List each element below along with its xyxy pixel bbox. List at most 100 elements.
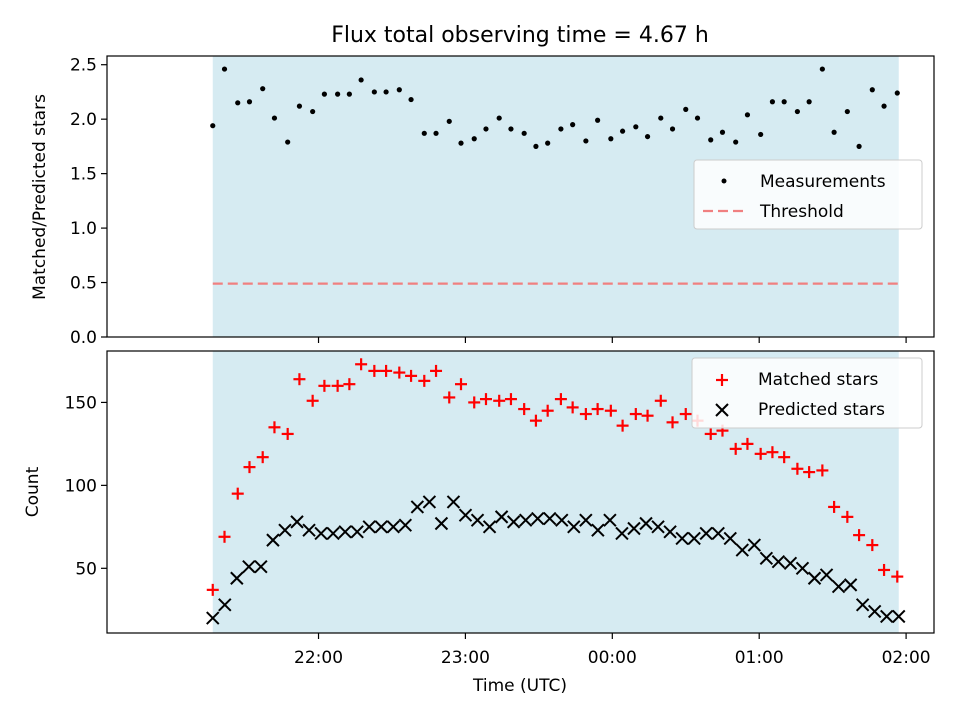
predicted-star-point — [783, 556, 798, 571]
measurement-point — [545, 140, 551, 146]
legend-predicted-marker — [715, 403, 729, 417]
ratio-y-ticks: 0.0 0.5 1.0 1.5 2.0 2.5 — [70, 56, 107, 348]
measurement-point — [421, 130, 427, 136]
measurement-point — [794, 108, 800, 115]
matched-star-point — [841, 510, 854, 523]
measurement-point — [483, 126, 489, 132]
x-tick-label: 01:00 — [735, 648, 784, 668]
ratio-y-tick-label: 0.5 — [70, 274, 97, 294]
matched-star-point — [293, 373, 306, 386]
predicted-star-point — [639, 516, 653, 531]
predicted-star-point — [302, 523, 316, 537]
predicted-star-point — [687, 531, 701, 546]
x-tick-label: 22:00 — [294, 648, 343, 668]
matched-star-point — [616, 419, 629, 432]
measurement-point — [608, 136, 614, 142]
measurement-point — [758, 131, 764, 138]
count-y-tick-label: 50 — [75, 559, 97, 579]
measurement-point — [644, 133, 651, 140]
measurement-point — [458, 140, 464, 146]
measurement-point — [733, 139, 739, 145]
measurement-point — [570, 122, 576, 128]
predicted-star-point — [867, 604, 882, 619]
predicted-star-point — [458, 508, 473, 522]
matched-star-point — [604, 404, 617, 417]
measurement-point — [521, 130, 527, 136]
count-legend-box — [691, 357, 923, 429]
figure-title: Flux total observing time = 4.67 h — [331, 23, 709, 48]
matched-star-point — [778, 451, 791, 464]
matched-star-point — [256, 451, 269, 464]
measurement-point — [296, 103, 303, 109]
count-y-tick-label: 100 — [65, 476, 97, 496]
matched-star-point — [455, 378, 468, 391]
measurement-point — [708, 137, 714, 143]
measurement-point — [894, 90, 900, 96]
predicted-star-point — [855, 598, 870, 612]
predicted-star-point — [603, 513, 617, 527]
matched-star-point — [891, 570, 904, 583]
predicted-star-point — [254, 559, 268, 574]
matched-star-point — [679, 408, 692, 421]
matched-star-point — [704, 427, 717, 440]
matched-star-point — [206, 583, 219, 596]
ratio-y-tick-label: 1.0 — [70, 219, 97, 239]
ratio-y-tick-label: 0.0 — [70, 328, 97, 348]
measurement-point — [471, 136, 477, 142]
measurement-point — [719, 129, 726, 135]
matched-star-point — [754, 447, 767, 460]
matched-star-point — [741, 437, 754, 450]
ratio-x-ticks — [317, 337, 907, 343]
measurement-point — [271, 115, 278, 121]
predicted-star-point — [579, 513, 593, 527]
predicted-star-point — [398, 518, 413, 532]
predicted-star-point — [663, 525, 677, 539]
predicted-star-point — [338, 525, 352, 539]
ratio-y-tick-label: 2.0 — [70, 110, 97, 130]
matched-star-point — [281, 427, 294, 440]
measurement-point — [396, 87, 402, 93]
measurement-point — [744, 112, 751, 118]
predicted-star-point — [386, 520, 400, 534]
measurement-point — [633, 124, 639, 130]
measurement-point — [558, 126, 564, 132]
matched-star-point — [518, 403, 531, 416]
matched-star-point — [629, 408, 642, 421]
measurement-point — [881, 103, 887, 109]
matched-star-point — [729, 442, 742, 455]
legend-predicted-label: Predicted stars — [758, 400, 885, 420]
measurement-point — [869, 87, 875, 93]
ratio-y-tick-label: 1.5 — [70, 165, 97, 185]
measurement-point — [533, 143, 539, 149]
matched-star-point — [331, 379, 344, 392]
predicted-star-point — [771, 554, 786, 569]
measurement-point — [496, 115, 502, 121]
predicted-star-point — [206, 611, 220, 625]
matched-star-point — [318, 379, 331, 392]
predicted-star-point — [242, 559, 256, 574]
matched-star-point — [654, 394, 667, 407]
predicted-star-point — [892, 609, 906, 624]
ratio-y-tick-label: 2.5 — [70, 56, 97, 76]
matched-star-point — [803, 466, 816, 479]
matched-star-point — [666, 416, 679, 429]
measurement-point — [346, 91, 352, 97]
predicted-star-point — [530, 511, 545, 526]
measurement-point — [408, 96, 414, 103]
matched-star-point — [430, 364, 443, 377]
predicted-star-point — [266, 533, 280, 547]
measurement-point — [246, 99, 253, 105]
measurement-point — [358, 77, 364, 83]
matched-star-point — [591, 403, 604, 416]
matched-star-point — [816, 464, 829, 477]
predicted-star-point — [350, 525, 364, 539]
measurement-point — [658, 115, 664, 121]
x-tick-label: 02:00 — [882, 648, 931, 668]
predicted-star-point — [506, 515, 521, 529]
measurement-point — [856, 143, 862, 149]
measurement-point — [310, 108, 316, 115]
measurement-point — [383, 89, 389, 95]
measurement-point — [669, 126, 676, 132]
x-axis-label: Time (UTC) — [472, 676, 567, 696]
